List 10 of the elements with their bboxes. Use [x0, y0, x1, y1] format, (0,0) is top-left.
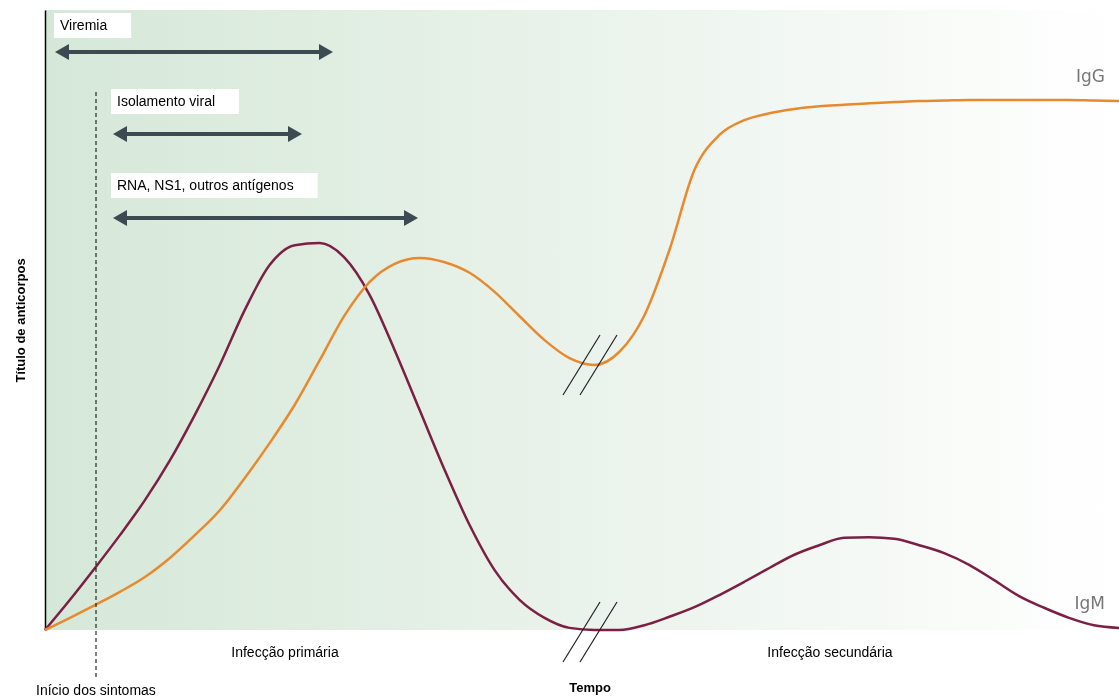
- text: Viremia: [60, 17, 108, 33]
- series-label: IgM: [1074, 592, 1105, 613]
- x-axis-title: Tempo: [569, 680, 611, 695]
- annotation: RNA, NS1, outros antígenos: [117, 177, 294, 193]
- annotation: Isolamento viral: [117, 93, 216, 109]
- text: Infecção primária: [231, 644, 339, 660]
- y-axis-title: Título de anticorpos: [12, 258, 28, 383]
- text: Infecção secundária: [767, 644, 893, 660]
- text: Início dos sintomas: [36, 682, 156, 698]
- series-label: IgG: [1076, 66, 1105, 87]
